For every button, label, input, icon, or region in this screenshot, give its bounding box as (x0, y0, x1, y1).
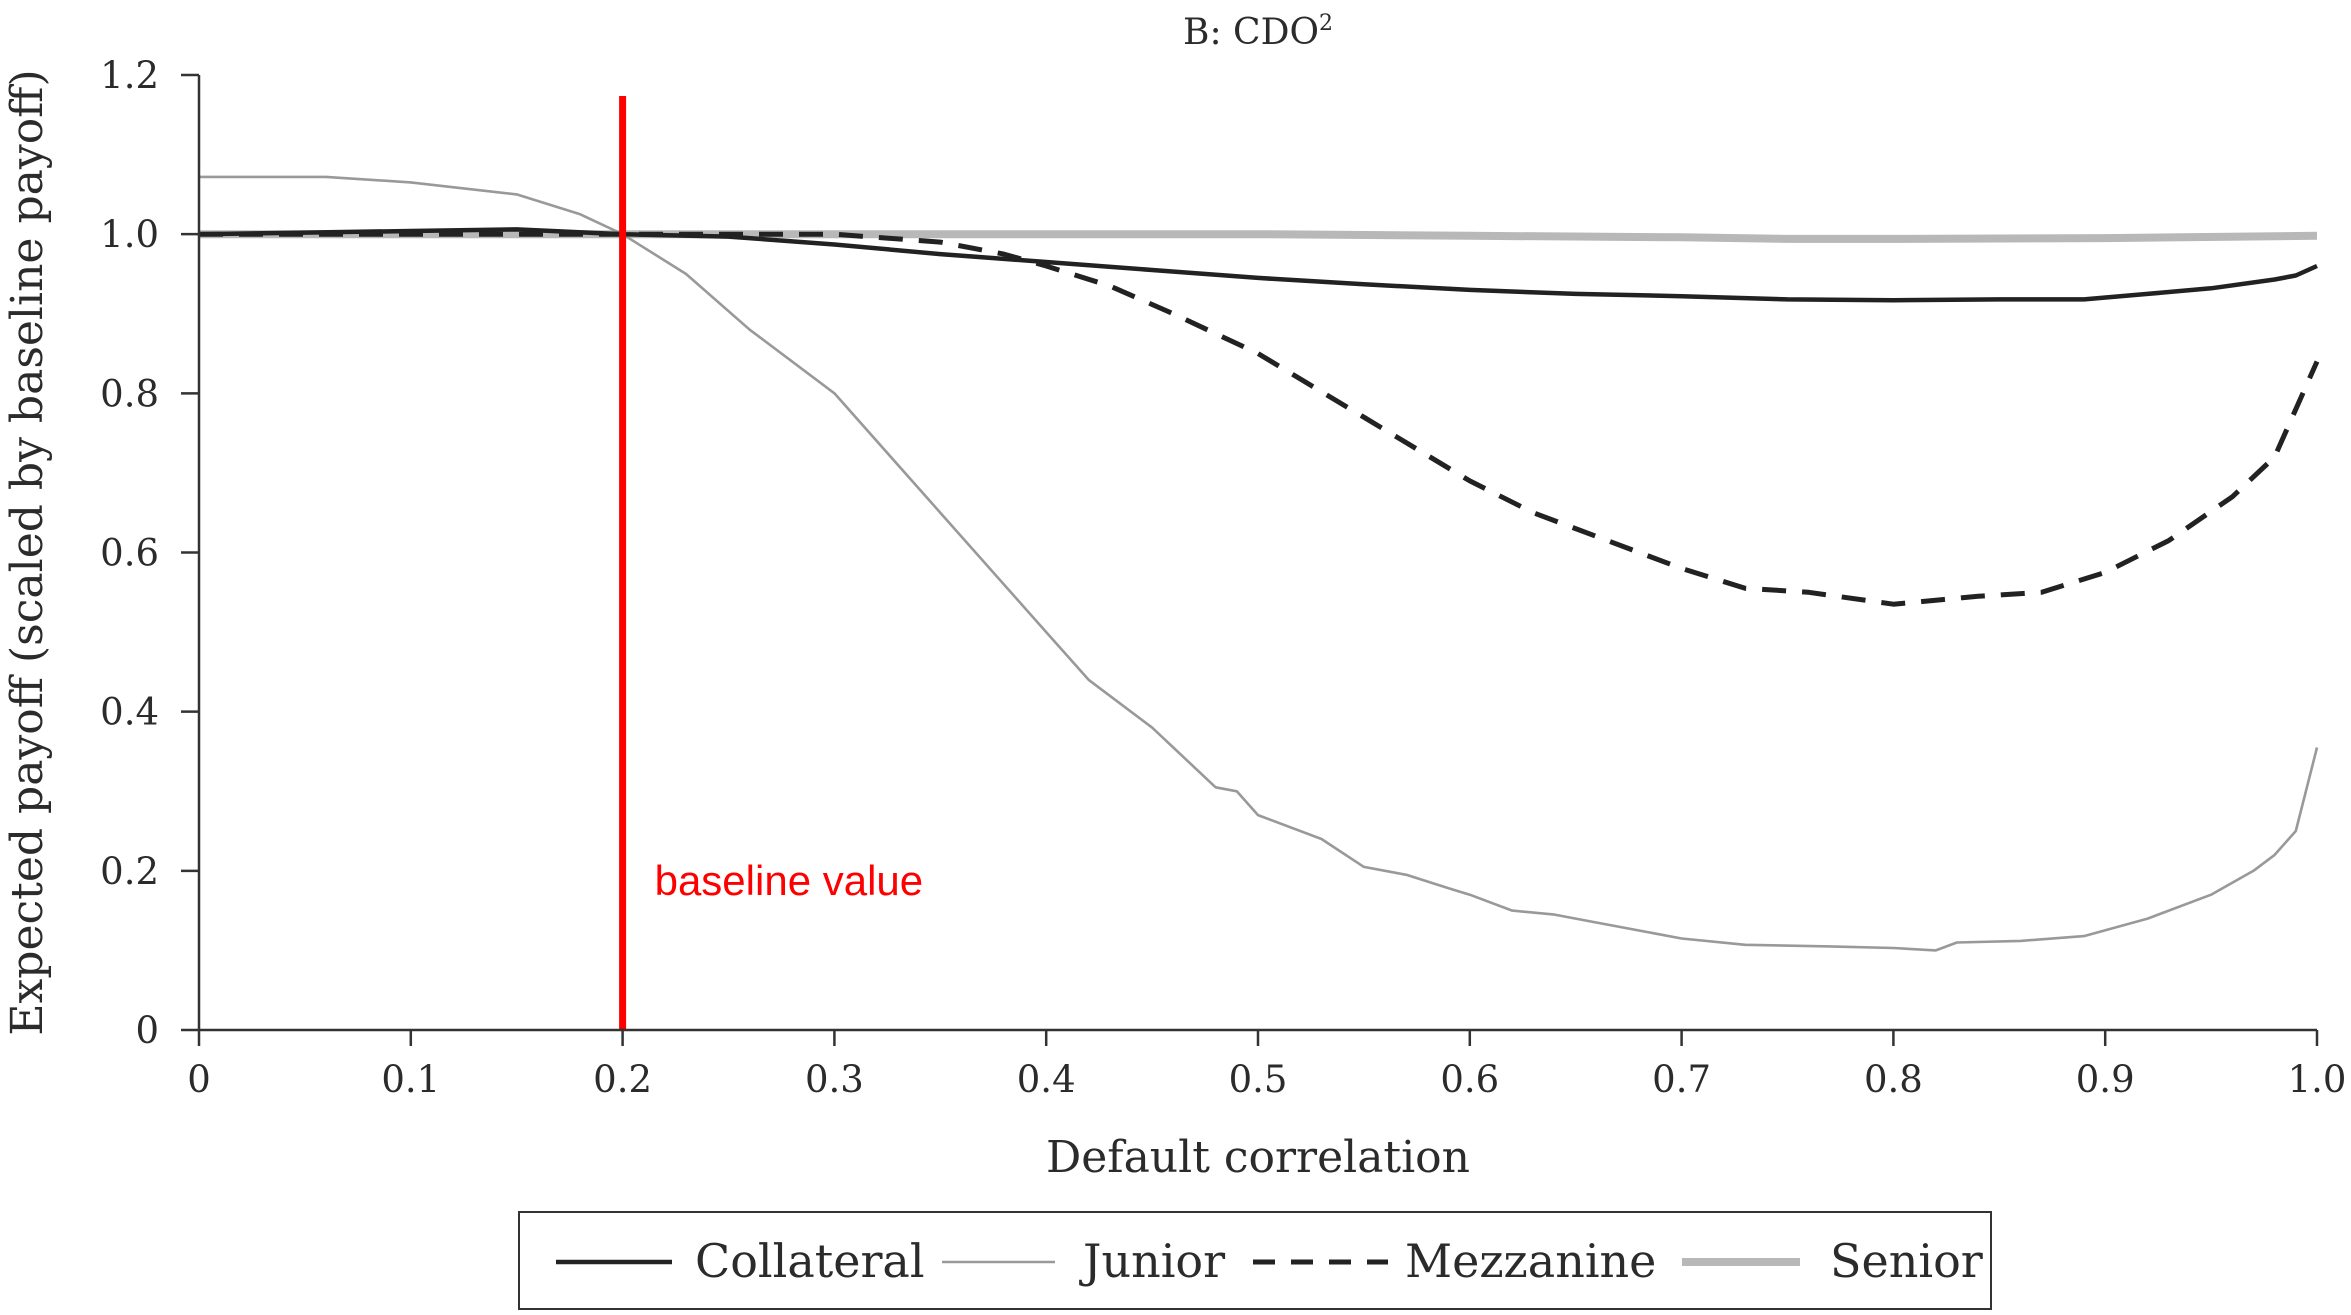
x-tick-label: 0 (187, 1058, 211, 1101)
y-tick-label: 0.4 (100, 691, 159, 734)
x-tick-label: 0.8 (1864, 1058, 1923, 1101)
y-tick-label: 0.2 (100, 850, 159, 893)
series-line-junior (199, 175, 2319, 952)
legend-label-junior: Junior (1079, 1234, 1225, 1288)
annotation-layer: baseline value (619, 96, 924, 1030)
baseline-label: baseline value (655, 857, 924, 904)
x-axis-label: Default correlation (1046, 1132, 1470, 1183)
legend-label-mezzanine: Mezzanine (1405, 1234, 1656, 1288)
y-tick-label: 0 (135, 1009, 159, 1052)
y-tick-label: 0.6 (100, 532, 159, 575)
axes: B: CDO2 0 0.2 0.4 0.6 0.8 1.0 1.2 0 0.1 0.2 0.3 0.4 0… (2, 11, 2346, 1183)
x-tick-label: 0.7 (1652, 1058, 1711, 1101)
chart-title-superscript: 2 (1319, 11, 1333, 36)
x-tick-label: 0.1 (381, 1058, 440, 1101)
legend-label-senior: Senior (1830, 1234, 1983, 1288)
y-tick-label: 0.8 (100, 372, 159, 415)
x-tick-label: 0.5 (1229, 1058, 1288, 1101)
x-tick-label: 0.2 (593, 1058, 652, 1101)
x-tick-label: 0.3 (805, 1058, 864, 1101)
series-lines (198, 175, 2320, 952)
x-tick-label: 0.4 (1017, 1058, 1076, 1101)
x-tick-label: 0.9 (2076, 1058, 2135, 1101)
series-line-mezzanine (199, 231, 2320, 607)
y-tick-label: 1.0 (100, 213, 159, 256)
legend-label-collateral: Collateral (695, 1234, 925, 1288)
y-tick-label: 1.2 (100, 54, 159, 97)
x-tick-label: 1.0 (2288, 1058, 2347, 1101)
chart-title: B: CDO2 (1183, 11, 1333, 53)
series-line-senior (199, 230, 2318, 243)
legend: Collateral Junior Mezzanine Senior (518, 1211, 1992, 1310)
x-tick-label: 0.6 (1440, 1058, 1499, 1101)
y-axis-label: Expected payoff (scaled by baseline payo… (2, 69, 53, 1035)
